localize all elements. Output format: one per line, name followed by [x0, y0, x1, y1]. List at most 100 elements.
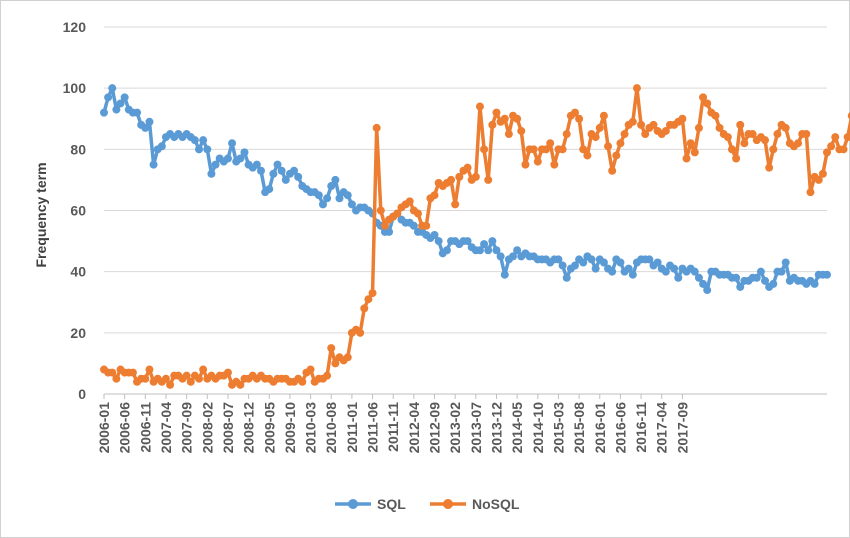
- data-point: [236, 154, 245, 163]
- data-point: [500, 114, 509, 123]
- data-point: [628, 270, 637, 279]
- data-point: [335, 194, 344, 203]
- data-point: [252, 160, 261, 169]
- data-point: [690, 267, 699, 276]
- data-point: [732, 273, 741, 282]
- data-point: [422, 221, 431, 230]
- data-point: [637, 120, 646, 129]
- y-tick-label: 120: [63, 19, 87, 35]
- data-point: [108, 368, 117, 377]
- data-point: [649, 120, 658, 129]
- data-point: [294, 172, 303, 181]
- data-point: [736, 120, 745, 129]
- data-point: [484, 175, 493, 184]
- data-point: [579, 145, 588, 154]
- data-point: [612, 151, 621, 160]
- data-point: [290, 166, 299, 175]
- data-point: [376, 206, 385, 215]
- data-point: [145, 117, 154, 126]
- data-point: [199, 136, 208, 145]
- data-point: [579, 258, 588, 267]
- data-point: [120, 93, 129, 102]
- data-point: [756, 267, 765, 276]
- data-point: [843, 133, 850, 142]
- series-nosql: [100, 84, 850, 389]
- data-point: [207, 169, 216, 178]
- data-point: [661, 126, 670, 135]
- legend-marker-sql: [348, 499, 358, 509]
- data-point: [228, 139, 237, 148]
- data-point: [265, 185, 274, 194]
- series-layer: [100, 84, 850, 389]
- x-tick-label: 2011-11: [385, 402, 401, 452]
- data-point: [236, 380, 245, 389]
- x-tick-label: 2011-06: [365, 402, 381, 453]
- y-axis-title: Frequency term: [33, 162, 49, 267]
- data-point: [104, 93, 113, 102]
- data-point: [529, 145, 538, 154]
- data-point: [128, 368, 137, 377]
- data-point: [748, 130, 757, 139]
- data-point: [186, 377, 195, 386]
- data-point: [794, 139, 803, 148]
- data-point: [715, 123, 724, 132]
- x-tick-label: 2007-04: [158, 402, 174, 454]
- data-point: [587, 255, 596, 264]
- data-point: [447, 175, 456, 184]
- data-point: [670, 264, 679, 273]
- data-point: [451, 200, 460, 209]
- data-point: [690, 148, 699, 157]
- data-point: [409, 221, 418, 230]
- data-point: [327, 344, 336, 353]
- data-point: [343, 191, 352, 200]
- data-point: [471, 172, 480, 181]
- data-point: [616, 258, 625, 267]
- data-point: [149, 160, 158, 169]
- data-point: [484, 246, 493, 255]
- x-tick-label: 2011-01: [344, 402, 360, 453]
- x-tick-label: 2013-07: [468, 402, 484, 454]
- data-point: [769, 279, 778, 288]
- data-point: [256, 166, 265, 175]
- data-point: [682, 154, 691, 163]
- data-point: [442, 246, 451, 255]
- data-point: [513, 246, 522, 255]
- x-tick-label: 2009-05: [261, 402, 277, 454]
- legend-label-nosql: NoSQL: [472, 496, 520, 512]
- data-point: [112, 374, 121, 383]
- data-point: [542, 145, 551, 154]
- data-point: [732, 154, 741, 163]
- data-point: [190, 136, 199, 145]
- data-point: [570, 108, 579, 117]
- data-point: [182, 371, 191, 380]
- data-point: [765, 163, 774, 172]
- x-tick-label: 2006-01: [96, 402, 112, 454]
- data-point: [480, 240, 489, 249]
- data-point: [504, 130, 513, 139]
- data-point: [558, 261, 567, 270]
- data-point: [550, 160, 559, 169]
- data-point: [632, 84, 641, 93]
- data-point: [434, 237, 443, 246]
- data-point: [157, 142, 166, 151]
- data-point: [430, 230, 439, 239]
- x-tick-label: 2015-08: [571, 402, 587, 454]
- data-point: [108, 84, 117, 93]
- data-point: [356, 328, 365, 337]
- data-point: [327, 182, 336, 191]
- data-point: [575, 114, 584, 123]
- data-point: [661, 267, 670, 276]
- data-point: [740, 139, 749, 148]
- gridlines: [104, 26, 827, 334]
- data-point: [624, 264, 633, 273]
- x-tick-label: 2010-08: [323, 402, 339, 454]
- x-tick-label: 2016-11: [633, 402, 649, 453]
- data-point: [405, 197, 414, 206]
- data-point: [736, 282, 745, 291]
- data-point: [368, 289, 377, 298]
- data-point: [727, 145, 736, 154]
- y-tick-label: 100: [63, 80, 87, 96]
- y-axis-ticks: 0 20 40 60 80 100 120: [63, 19, 87, 402]
- data-point: [752, 273, 761, 282]
- data-point: [699, 279, 708, 288]
